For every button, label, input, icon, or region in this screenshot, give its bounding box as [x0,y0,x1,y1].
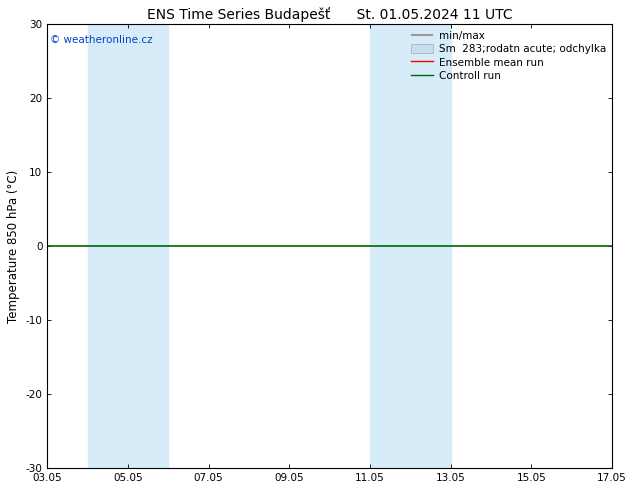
Legend: min/max, Sm  283;rodatn acute; odchylka, Ensemble mean run, Controll run: min/max, Sm 283;rodatn acute; odchylka, … [406,26,610,85]
Text: © weatheronline.cz: © weatheronline.cz [50,35,153,46]
Bar [370,24,451,468]
Y-axis label: Temperature 850 hPa (°C): Temperature 850 hPa (°C) [7,170,20,323]
Title: ENS Time Series Budapešť      St. 01.05.2024 11 UTC: ENS Time Series Budapešť St. 01.05.2024 … [147,7,512,22]
Bar [87,24,168,468]
